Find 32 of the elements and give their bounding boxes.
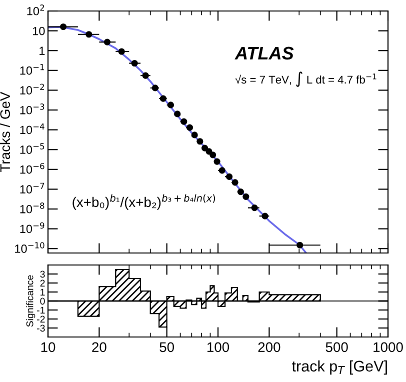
x-tick-label: 100	[207, 342, 230, 352]
x-tick-label: 50	[160, 342, 174, 352]
x-tick-label: 20	[92, 342, 106, 352]
y-axis-title: Tracks / GeV	[0, 92, 10, 172]
y-tick-label: 1	[40, 46, 45, 55]
x-tick-label: 500	[326, 342, 348, 352]
annotation: √s = 7 TeV, ∫ L dt = 4.7 fb$^{−1}$	[235, 72, 376, 87]
y-tick-label: 10$^{−2}$	[20, 84, 44, 95]
y-tick-label: 10$^{2}$	[27, 4, 44, 16]
y-tick-label: 10$^{−9}$	[20, 222, 44, 234]
y-tick-label: 10$^{−7}$	[20, 182, 44, 194]
y-tick-label: 10	[32, 26, 45, 36]
annotation: (x+b₀)$^{b₁}$/(x+b₂)$^{b₃+b₄ln(x)}$	[72, 194, 216, 210]
y-tick-label: 3	[40, 270, 45, 278]
y-tick-label: 10$^{−3}$	[20, 104, 44, 114]
y-tick-label: 1	[40, 288, 45, 296]
y-tick-label: 0	[40, 298, 45, 305]
y-tick-label: -1	[37, 306, 45, 314]
y-tick-label: 10$^{−4}$	[20, 123, 44, 134]
y-tick-label: 10$^{−1}$	[20, 64, 44, 75]
x-axis-title: track p$_{T}$ [GeV]	[292, 360, 387, 375]
y-tick-label: 10$^{−10}$	[15, 242, 44, 253]
y-tick-label: -3	[37, 324, 45, 332]
annotation: ATLAS	[234, 46, 294, 60]
y-tick-label: 10$^{−8}$	[20, 202, 44, 214]
x-tick-label: 200	[258, 342, 280, 352]
x-tick-label: 1000	[374, 342, 403, 352]
y-tick-label: 2	[40, 280, 45, 287]
y-axis-title: Significance	[26, 275, 36, 327]
y-tick-label: -2	[37, 316, 45, 323]
y-tick-label: 10$^{−5}$	[20, 143, 44, 154]
y-tick-label: 10$^{−6}$	[20, 162, 44, 174]
